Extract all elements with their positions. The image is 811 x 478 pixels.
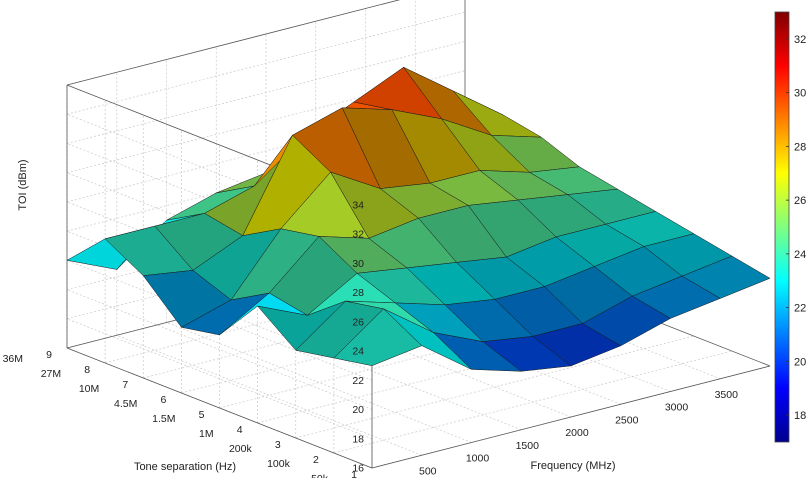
colorbar-tick-label: 32 [794,34,806,46]
x-axis-label: Frequency (MHz) [531,460,616,472]
y-tick-label: 6 [161,394,167,406]
y-tick-label: 8 [84,364,90,376]
z-tick-label: 30 [352,258,364,270]
y-tick-label: 2 [313,454,319,466]
surface-mesh [66,67,771,372]
grid-line [66,318,373,440]
colorbar-tick-label: 20 [794,356,806,368]
z-tick-label: 28 [352,287,364,299]
y-tick-label: 4 [237,424,243,436]
colorbar-tick-label: 30 [794,88,806,100]
grid-line [257,320,656,424]
box-edge [66,347,373,469]
y-tick-sublabel: 100k [267,458,291,470]
y-tick-label: 5 [199,409,205,421]
z-tick-label: 16 [352,463,364,475]
grid-line [216,309,522,431]
grid-line [66,289,373,410]
y-tick-sublabel: 50k [311,473,329,478]
colorbar-tick-label: 18 [794,410,806,422]
grid-line [66,201,373,323]
z-tick-label: 32 [352,229,364,241]
z-axis-label: TOI (dBm) [17,159,29,210]
grid-line [219,305,618,409]
z-tick-label: 22 [352,375,364,387]
x-tick-label: 3500 [715,389,739,401]
grid-line [66,143,373,264]
y-tick-sublabel: 27M [41,368,61,380]
y-tick-label: 9 [46,349,52,361]
colorbar-tick-label: 24 [794,249,806,261]
y-tick-sublabel: 1.5M [152,413,175,425]
colorbar-gradient [774,11,790,443]
grid-line [66,172,373,293]
colorbar: 18 20 22 24 26 28 30 32 [774,11,806,443]
colorbar-tick-label: 22 [794,303,806,315]
z-tick-label: 20 [352,404,364,416]
grid-line [66,260,373,381]
y-tick-sublabel: 4.5M [114,398,137,410]
x-tick-label: 2500 [615,414,639,426]
grid-line [166,322,472,443]
grid-line [116,334,422,456]
y-tick-sublabel: 36M [3,353,23,365]
box-edge [66,0,401,86]
grid-line [333,350,732,454]
surface-patch [681,255,771,299]
x-tick-label: 3000 [665,402,689,414]
colorbar-tick-label: 28 [794,141,806,153]
z-tick-label: 26 [352,316,364,328]
x-tick-label: 2000 [565,427,589,439]
grid-line [66,113,373,235]
axis-ticks: 1618202224262830323405001000150020002500… [3,200,739,478]
grid-line [66,70,466,174]
y-tick-label: 3 [275,439,281,451]
x-tick-label: 1000 [466,453,490,465]
y-tick-sublabel: 10M [79,383,99,395]
grid-line [295,335,694,439]
grid-line [66,99,466,203]
y-tick-sublabel: 1M [199,428,214,440]
colorbar-tick-label: 26 [794,195,806,207]
z-tick-label: 24 [352,346,364,358]
x-tick-label: 1500 [516,440,540,452]
z-tick-label: 34 [352,200,364,212]
x-tick-label: 500 [419,465,437,477]
y-axis-label: Tone separation (Hz) [134,461,236,473]
y-tick-sublabel: 200k [229,443,253,455]
y-tick-label: 7 [122,379,128,391]
y-tick-label: 1 [351,469,357,478]
box-edge [371,365,771,469]
z-tick-label: 18 [352,433,364,445]
